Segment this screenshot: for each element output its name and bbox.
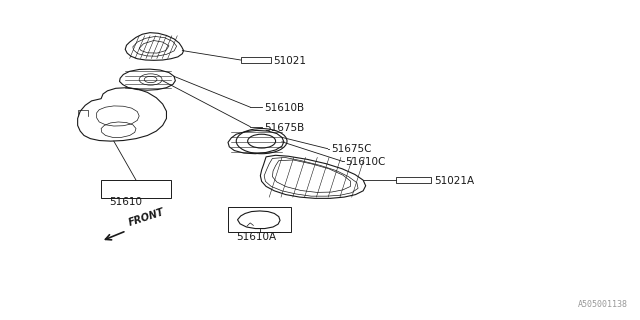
Text: 51610A: 51610A [236,232,276,242]
Text: FRONT: FRONT [128,207,166,228]
Text: 51675B: 51675B [264,123,305,133]
Text: 51610B: 51610B [264,103,304,113]
Bar [228,207,291,232]
Bar [101,180,171,198]
Text: 51610: 51610 [109,196,142,206]
Text: 51021A: 51021A [434,176,474,186]
Text: A505001138: A505001138 [578,300,628,309]
Text: 51675C: 51675C [331,144,371,154]
Text: 51021: 51021 [273,56,306,66]
Bar [241,57,271,63]
Text: 51610C: 51610C [346,157,386,167]
Bar [396,177,431,183]
